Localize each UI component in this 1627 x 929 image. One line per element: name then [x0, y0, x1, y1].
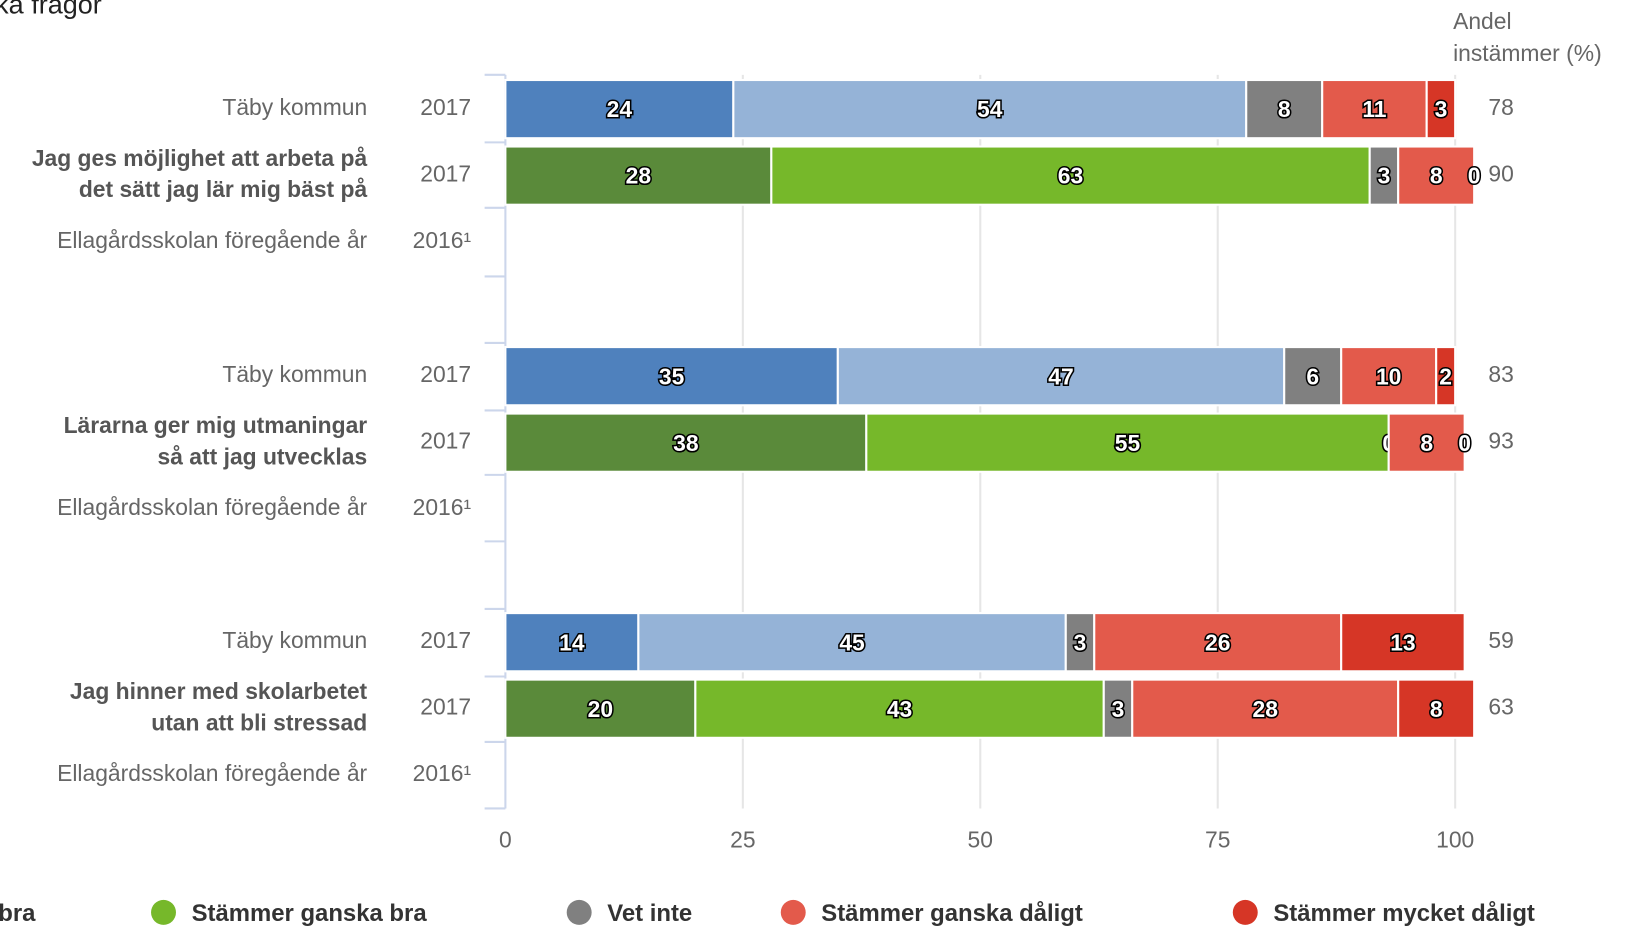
- data-label: 0: [1468, 163, 1481, 189]
- legend-marker: [780, 899, 806, 925]
- data-label: 3: [1074, 629, 1087, 655]
- data-label: 3: [1112, 696, 1125, 722]
- bar-segment: [1397, 145, 1476, 206]
- share-value: 93: [1488, 428, 1513, 454]
- share-header: instämmer (%): [1453, 40, 1602, 66]
- data-label: 0: [1458, 430, 1471, 456]
- data-label: 6: [1306, 363, 1319, 389]
- data-label: 43: [887, 696, 912, 722]
- x-tick-label: 50: [968, 827, 993, 853]
- bar-segment: [1064, 612, 1096, 673]
- x-tick-label: 0: [499, 827, 512, 853]
- question-label: utan att bli stressad: [151, 709, 367, 735]
- x-tick-label: 100: [1436, 827, 1474, 853]
- bar-segment: [770, 145, 1371, 206]
- bar-segment: [504, 412, 868, 473]
- question-label: Jag hinner med skolarbetet: [70, 678, 368, 704]
- legend-marker: [151, 899, 176, 925]
- chart-title: ka frågor: [0, 0, 102, 19]
- legend-label: Stämmer mycket dåligt: [1273, 900, 1535, 927]
- bar-segment: [694, 678, 1105, 739]
- legend-label: Stämmer ganska bra: [192, 900, 428, 927]
- question-label: det sätt jag lär mig bäst på: [79, 176, 368, 202]
- bar-segment: [504, 346, 839, 407]
- question-label: så att jag utvecklas: [158, 443, 368, 469]
- data-label: 11: [1362, 96, 1386, 122]
- data-label: 14: [559, 629, 585, 655]
- question-label: Lärarna ger mig utmaningar: [64, 412, 368, 438]
- legend-label: bra: [0, 900, 36, 927]
- year-label: 2017: [420, 627, 471, 653]
- row-label: Ellagårdsskolan föregående år: [57, 494, 367, 520]
- legend-label: Vet inte: [607, 900, 692, 927]
- data-label: 2: [1439, 363, 1452, 389]
- data-label: 10: [1376, 363, 1401, 389]
- row-label: Täby kommun: [222, 94, 367, 120]
- year-label: 2016¹: [413, 760, 472, 786]
- year-label: 2016¹: [413, 227, 472, 253]
- year-label: 2016¹: [413, 494, 472, 520]
- row-axis: [484, 73, 507, 810]
- row-label: Täby kommun: [222, 361, 367, 387]
- data-label: 8: [1420, 430, 1433, 456]
- data-label: 28: [1252, 696, 1278, 722]
- legend-label: Stämmer ganska dåligt: [821, 900, 1083, 927]
- bar-segment: [1340, 612, 1466, 673]
- bar-segment: [1387, 412, 1466, 473]
- data-label: 35: [659, 363, 685, 389]
- data-label: 8: [1278, 96, 1291, 122]
- share-header: Andel: [1453, 8, 1511, 34]
- bar-segment: [504, 145, 773, 206]
- data-label: 8: [1430, 696, 1443, 722]
- data-label: 3: [1435, 96, 1448, 122]
- year-label: 2017: [420, 361, 471, 387]
- data-label: 38: [673, 430, 699, 456]
- bar-segment: [1435, 346, 1457, 407]
- data-label: 47: [1048, 363, 1073, 389]
- year-label: 2017: [420, 428, 471, 454]
- bar-segment: [504, 78, 735, 140]
- data-label: 63: [1058, 163, 1083, 189]
- bar-segment: [1102, 678, 1134, 739]
- data-label: 24: [607, 96, 633, 122]
- x-tick-label: 75: [1205, 827, 1230, 853]
- legend-marker: [1232, 899, 1258, 925]
- bar-segment: [1397, 678, 1476, 739]
- share-value: 63: [1488, 694, 1513, 720]
- bar-segment: [1245, 78, 1324, 140]
- share-value: 59: [1488, 627, 1513, 653]
- data-label: 13: [1390, 629, 1415, 655]
- bar-segment: [504, 678, 697, 739]
- year-label: 2017: [420, 161, 471, 187]
- data-label: 28: [626, 163, 652, 189]
- share-value: 83: [1488, 361, 1513, 387]
- data-label: 55: [1115, 430, 1141, 456]
- bar-segment: [836, 346, 1286, 407]
- bar-segment: [1425, 78, 1457, 140]
- question-label: Jag ges möjlighet att arbeta på: [32, 145, 368, 171]
- bar-segment: [1131, 678, 1400, 739]
- row-label: Täby kommun: [222, 627, 367, 653]
- x-tick-label: 25: [730, 827, 755, 853]
- data-label: 45: [839, 629, 865, 655]
- bar-segment: [1093, 612, 1343, 673]
- data-label: 8: [1430, 163, 1443, 189]
- legend-marker: [566, 899, 592, 925]
- row-label: Ellagårdsskolan föregående år: [57, 760, 367, 786]
- share-value: 90: [1488, 161, 1513, 187]
- data-label: 3: [1378, 163, 1391, 189]
- data-label: 54: [977, 96, 1003, 122]
- data-label: 20: [588, 696, 613, 722]
- row-label: Ellagårdsskolan föregående år: [57, 227, 367, 253]
- bar-segment: [1368, 145, 1400, 206]
- year-label: 2017: [420, 94, 471, 120]
- year-label: 2017: [420, 694, 471, 720]
- share-value: 78: [1488, 94, 1513, 120]
- data-label: 26: [1205, 629, 1230, 655]
